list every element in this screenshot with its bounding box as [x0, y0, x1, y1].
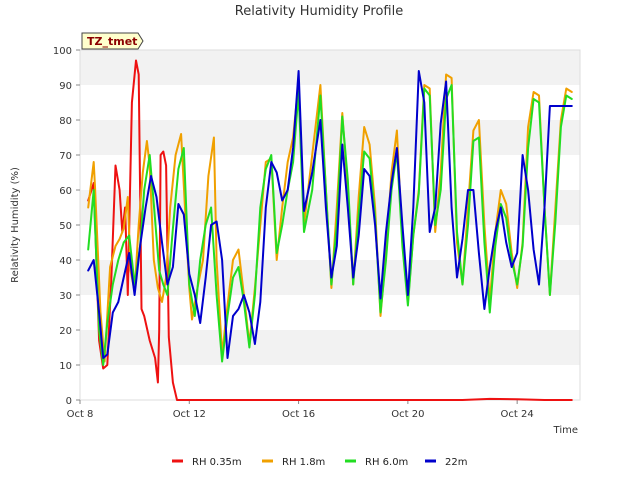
- y-axis-title: Relativity Humidity (%): [10, 167, 21, 283]
- y-tick-label: 50: [59, 221, 72, 232]
- series-lines: [87, 59, 573, 401]
- legend-label: RH 0.35m: [192, 457, 242, 468]
- y-tick-label: 30: [59, 291, 72, 302]
- y-tick-label: 0: [66, 396, 72, 407]
- y-tick-label: 80: [59, 116, 72, 127]
- series-line-rh-0-35m: [87, 59, 573, 401]
- chart-title: Relativity Humidity Profile: [235, 4, 403, 19]
- y-tick-label: 60: [59, 186, 72, 197]
- site-tag-box: [81, 32, 144, 50]
- grid-band: [80, 120, 580, 155]
- legend-label: RH 6.0m: [365, 457, 408, 468]
- y-tick-label: 100: [53, 46, 72, 57]
- y-tick-label: 10: [59, 361, 72, 372]
- legend: RH 0.35m RH 1.8m RH 6.0m 22m: [172, 457, 467, 468]
- y-tick-label: 90: [59, 81, 72, 92]
- grid-band: [80, 50, 580, 85]
- grid-band: [80, 85, 580, 120]
- x-tick-label: Oct 12: [173, 409, 206, 420]
- site-tag-text: TZ_tmet: [87, 35, 137, 48]
- y-tick-label: 70: [59, 151, 72, 162]
- x-tick-label: Oct 8: [67, 409, 94, 420]
- y-tick-label: 20: [59, 326, 72, 337]
- series-line-rh-1-8m: [87, 73, 573, 363]
- grid-band: [80, 330, 580, 365]
- y-tick-label: 40: [59, 256, 72, 267]
- x-tick-label: Oct 20: [391, 409, 424, 420]
- legend-label: RH 1.8m: [282, 457, 325, 468]
- grid-band: [80, 295, 580, 330]
- grid-band: [80, 365, 580, 400]
- y-axis-ticks: 0 10 20 30 40 50 60 70 80 90 100: [53, 46, 80, 407]
- series-line-22m: [87, 70, 573, 359]
- grid-band: [80, 155, 580, 190]
- x-axis-title: Time: [553, 425, 578, 436]
- x-tick-label: Oct 24: [501, 409, 534, 420]
- legend-label: 22m: [445, 457, 467, 468]
- x-tick-label: Oct 16: [282, 409, 315, 420]
- site-tag: TZ_tmet: [81, 32, 144, 50]
